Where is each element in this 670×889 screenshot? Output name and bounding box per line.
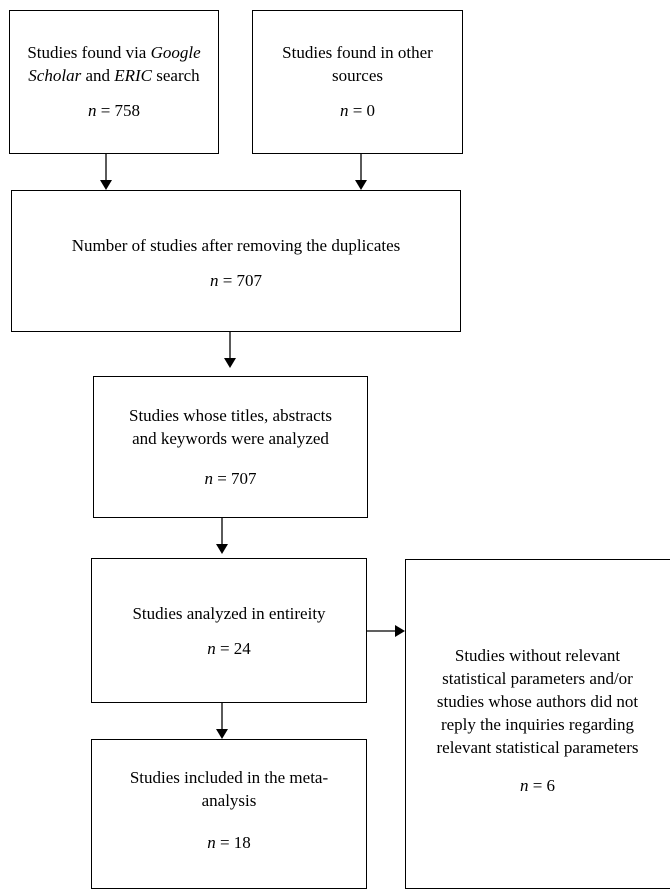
box-excluded-studies: Studies without relevant statistical par… (405, 559, 670, 889)
box-excluded-line2: statistical parameters and/or (442, 669, 633, 688)
box-excluded-line5: relevant statistical parameters (436, 738, 639, 757)
box-google-count: n = 758 (87, 101, 141, 120)
box-entirety-count: n = 24 (207, 639, 251, 658)
box-other-count: n = 0 (339, 101, 376, 120)
box-after-duplicates: Number of studies after removing the dup… (11, 190, 461, 332)
box-titles-line2: and keywords were analyzed (132, 429, 329, 448)
box-dedup-count: n = 707 (209, 271, 263, 290)
box-other-line2: sources (332, 66, 383, 85)
box-included-count: n = 18 (207, 833, 251, 852)
box-other-line1: Studies found in other (282, 43, 433, 62)
arrowhead-google (100, 180, 112, 190)
arrowhead-titles (216, 544, 228, 554)
box-titles-count: n = 707 (204, 469, 257, 488)
box-entirety-line1: Studies analyzed in entireity (132, 604, 326, 623)
arrowhead-dedup (224, 358, 236, 368)
box-excluded-count: n = 6 (519, 776, 556, 795)
box-included-line1: Studies included in the meta- (129, 768, 329, 787)
box-included-meta-analysis: Studies included in the meta- analysis n… (91, 739, 367, 889)
box-google-line2: Scholar and ERIC search (28, 66, 200, 85)
box-excluded-line4: reply the inquiries regarding (440, 715, 635, 734)
box-excluded-line3: studies whose authors did not (436, 692, 639, 711)
arrowhead-other (355, 180, 367, 190)
box-other-sources: Studies found in other sources n = 0 (252, 10, 463, 154)
box-titles-line1: Studies whose titles, abstracts (128, 406, 333, 425)
box-included-line2: analysis (201, 791, 257, 810)
arrowhead-entirety-right (395, 625, 405, 637)
box-dedup-line1: Number of studies after removing the dup… (71, 236, 401, 255)
box-google-line1: Studies found via Google (27, 43, 201, 62)
box-google-scholar-eric: Studies found via Google Scholar and ERI… (9, 10, 219, 154)
arrowhead-entirety-down (216, 729, 228, 739)
box-excluded-line1: Studies without relevant (454, 646, 621, 665)
box-titles-analyzed: Studies whose titles, abstracts and keyw… (93, 376, 368, 518)
box-analyzed-entirety: Studies analyzed in entireity n = 24 (91, 558, 367, 703)
